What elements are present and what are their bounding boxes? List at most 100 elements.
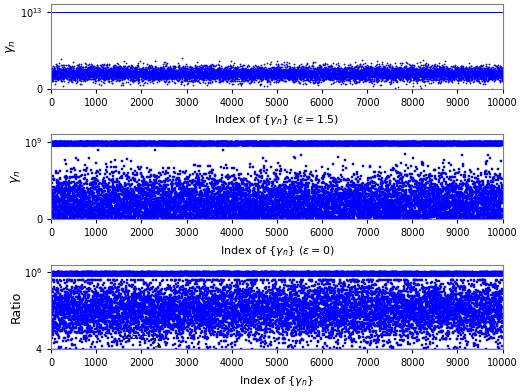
Point — [77, 9, 85, 15]
Point — [327, 191, 336, 197]
Point — [151, 141, 160, 147]
Point — [148, 286, 156, 292]
Point — [328, 142, 337, 148]
Point — [215, 200, 223, 206]
Point — [218, 269, 227, 276]
Point — [473, 292, 481, 299]
Point — [321, 65, 329, 71]
Point — [284, 316, 293, 323]
Point — [234, 140, 242, 147]
Point — [64, 296, 73, 302]
Point — [292, 270, 300, 276]
Point — [349, 142, 357, 148]
Point — [108, 318, 116, 324]
Point — [130, 289, 138, 296]
Point — [213, 9, 222, 15]
Point — [300, 140, 309, 147]
Point — [262, 142, 270, 148]
Point — [491, 293, 499, 299]
Point — [101, 302, 110, 308]
Point — [275, 292, 283, 298]
Point — [301, 140, 310, 146]
Point — [364, 69, 373, 75]
Point — [79, 75, 87, 82]
Point — [282, 269, 290, 276]
Point — [64, 9, 73, 15]
Point — [193, 311, 201, 317]
Point — [187, 290, 196, 296]
Point — [135, 142, 144, 148]
Point — [279, 9, 288, 15]
Point — [336, 323, 345, 329]
Point — [442, 71, 450, 77]
Point — [251, 9, 259, 15]
Point — [489, 140, 497, 146]
Point — [481, 140, 490, 146]
Point — [484, 72, 492, 78]
Point — [317, 68, 325, 74]
Point — [410, 318, 418, 324]
Point — [456, 269, 464, 276]
Point — [297, 9, 305, 15]
Point — [298, 326, 306, 332]
Point — [448, 71, 457, 77]
Point — [422, 345, 430, 351]
Point — [382, 9, 390, 15]
Point — [148, 78, 156, 84]
Point — [110, 339, 118, 345]
Point — [116, 9, 124, 15]
Point — [488, 142, 496, 148]
Point — [386, 315, 395, 321]
Point — [475, 270, 483, 276]
Point — [283, 214, 291, 221]
Point — [267, 9, 275, 15]
Point — [86, 206, 94, 212]
Point — [419, 307, 428, 314]
Point — [211, 141, 220, 147]
Point — [181, 271, 189, 277]
Point — [302, 9, 310, 15]
Point — [250, 288, 258, 294]
Point — [58, 68, 66, 74]
Point — [175, 178, 184, 185]
Point — [375, 169, 384, 175]
Point — [105, 269, 114, 276]
Point — [204, 9, 212, 15]
Point — [203, 75, 211, 82]
Point — [88, 141, 97, 147]
Point — [135, 270, 144, 276]
Point — [304, 269, 312, 276]
Point — [333, 269, 341, 276]
Point — [200, 80, 209, 86]
Point — [76, 81, 85, 87]
Point — [469, 9, 477, 15]
Point — [407, 213, 415, 219]
Point — [250, 139, 258, 145]
Point — [468, 139, 476, 145]
Point — [402, 9, 410, 15]
Point — [400, 288, 408, 294]
Point — [375, 333, 384, 339]
Point — [265, 270, 274, 276]
Point — [445, 314, 454, 320]
Point — [87, 140, 96, 147]
Point — [196, 184, 204, 190]
Point — [263, 277, 271, 283]
Point — [449, 178, 458, 185]
Point — [336, 74, 344, 80]
Point — [60, 140, 68, 146]
Point — [272, 271, 281, 277]
Point — [358, 270, 366, 276]
Point — [127, 71, 135, 77]
Point — [401, 318, 410, 324]
Point — [195, 78, 204, 85]
Point — [378, 190, 386, 196]
Point — [356, 270, 364, 276]
Point — [221, 74, 229, 81]
Point — [444, 293, 453, 299]
Point — [100, 290, 108, 296]
Point — [194, 69, 202, 75]
Point — [144, 71, 152, 77]
Point — [57, 139, 65, 145]
Point — [460, 272, 468, 278]
